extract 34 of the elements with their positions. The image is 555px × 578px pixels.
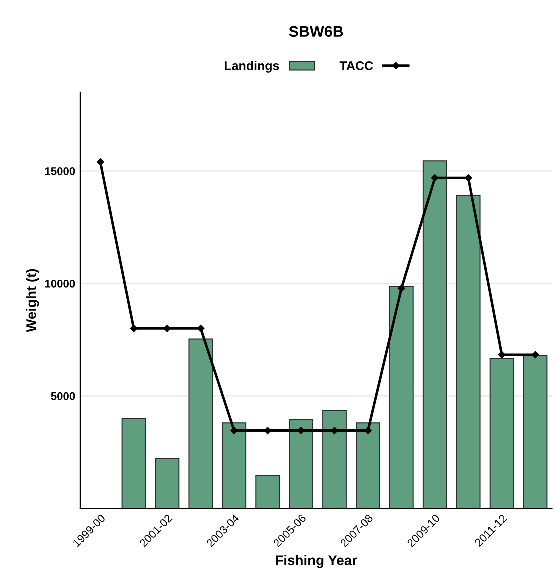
bar bbox=[389, 286, 414, 509]
point bbox=[96, 158, 104, 166]
y-tick-label: 15000 bbox=[45, 167, 76, 176]
y-axis-title: Weight (t) bbox=[26, 269, 40, 332]
bar bbox=[256, 475, 280, 509]
bar bbox=[155, 458, 180, 509]
point bbox=[532, 351, 540, 359]
point bbox=[498, 351, 506, 359]
point bbox=[130, 325, 138, 332]
point bbox=[331, 427, 338, 434]
bar bbox=[289, 419, 314, 509]
bar bbox=[222, 422, 247, 509]
chart-title: SBW6B bbox=[289, 26, 344, 38]
point bbox=[164, 325, 172, 332]
bar bbox=[122, 418, 146, 509]
point bbox=[197, 325, 205, 332]
bar bbox=[188, 338, 214, 509]
bar bbox=[490, 358, 514, 509]
legend-label: Landings bbox=[225, 61, 280, 73]
point bbox=[431, 174, 439, 182]
legend-label: TACC bbox=[340, 62, 374, 70]
bar bbox=[356, 422, 380, 509]
bar bbox=[322, 410, 347, 509]
point bbox=[364, 427, 372, 434]
point bbox=[298, 427, 305, 434]
point bbox=[264, 427, 272, 434]
bar bbox=[422, 160, 448, 509]
y-tick-label: 10000 bbox=[45, 280, 76, 288]
bar bbox=[523, 355, 548, 509]
y-tick-label: 5000 bbox=[51, 392, 76, 400]
point bbox=[398, 284, 406, 292]
point bbox=[464, 174, 472, 182]
x-axis-title: Fishing Year bbox=[276, 555, 358, 568]
bar bbox=[456, 195, 481, 509]
